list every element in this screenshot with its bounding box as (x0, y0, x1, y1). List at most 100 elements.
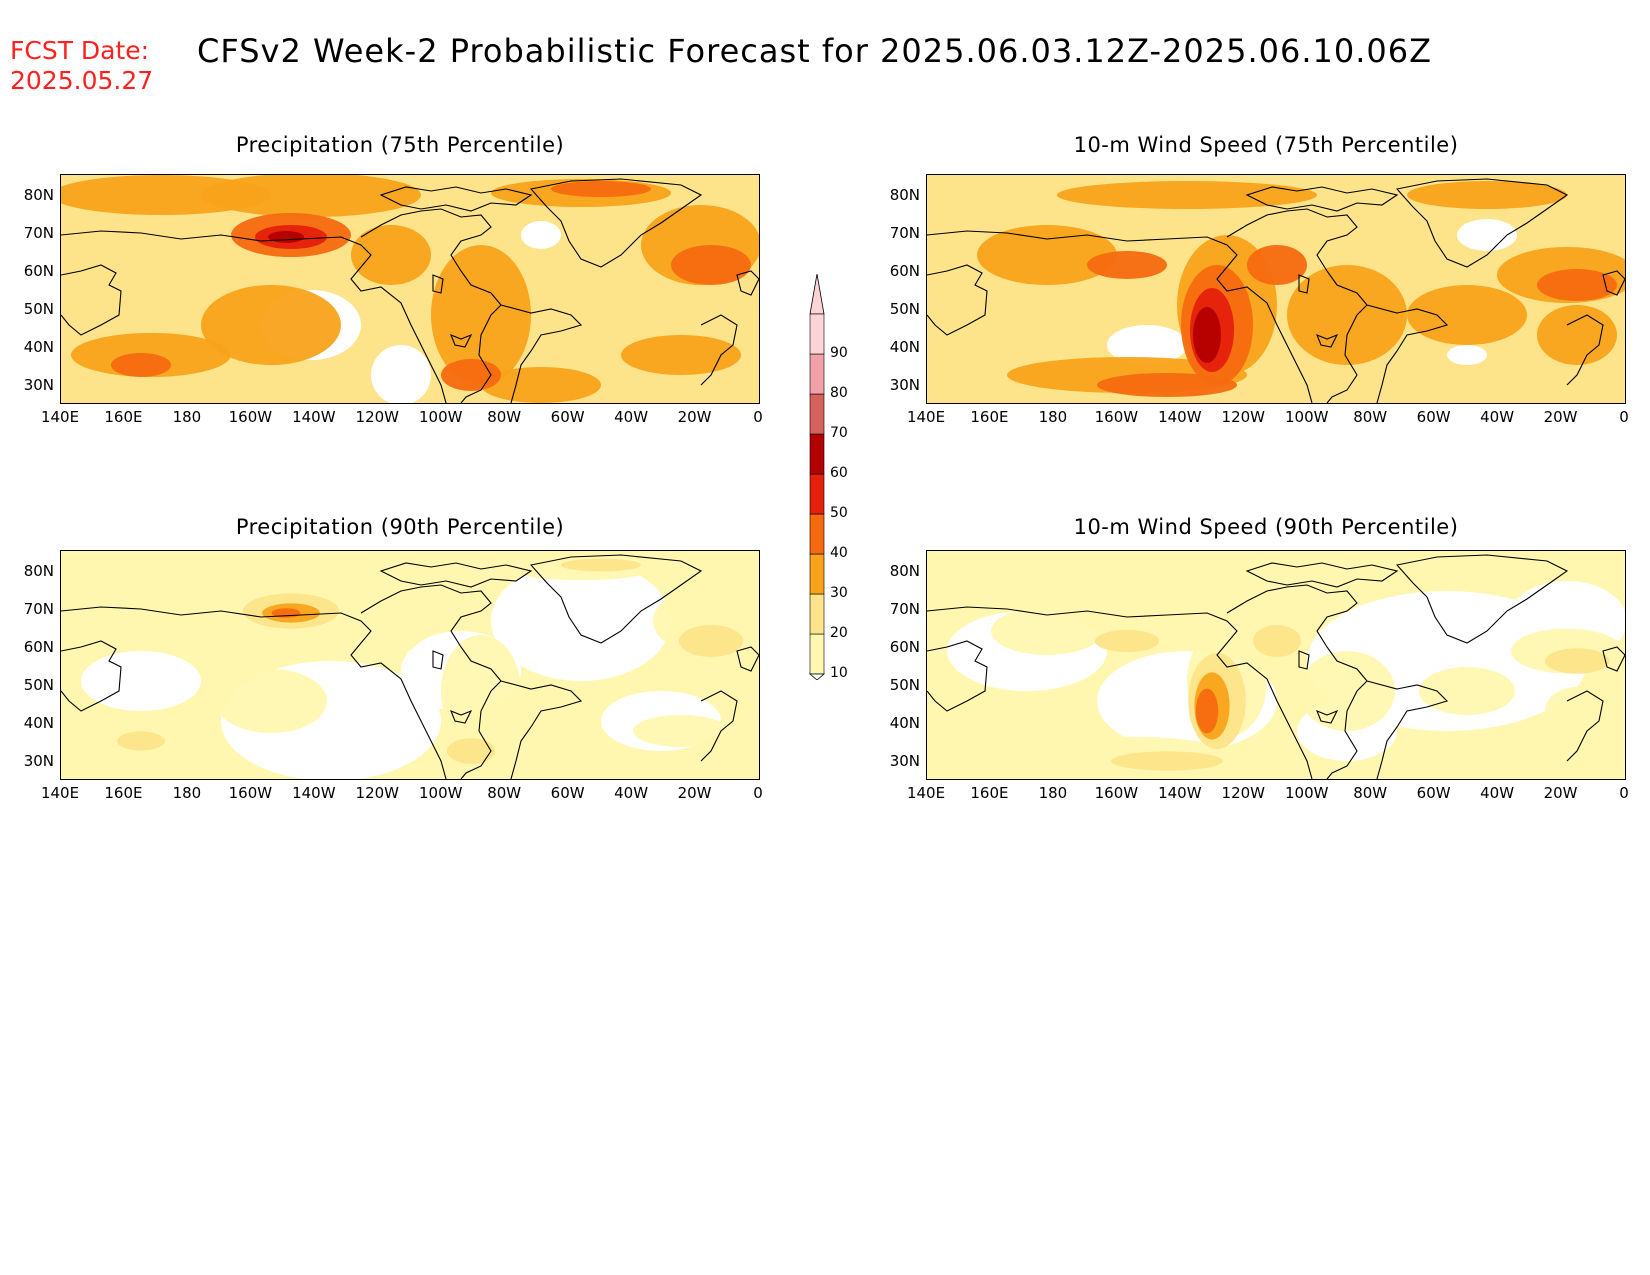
lon-label: 140W (292, 408, 336, 426)
probability-contour (1253, 625, 1301, 657)
coastline (61, 640, 122, 712)
lon-label: 0 (1619, 784, 1629, 802)
lat-label: 60N (889, 262, 920, 280)
probability-contour (1299, 651, 1395, 731)
probability-contour (1247, 245, 1307, 285)
probability-contour (1083, 559, 1291, 583)
lon-label: 60W (1416, 408, 1451, 426)
lat-label: 60N (889, 638, 920, 656)
panel-title-wind-90: 10-m Wind Speed (90th Percentile) (1073, 515, 1459, 539)
lat-label: 50N (23, 300, 54, 318)
coastline (460, 314, 492, 403)
probability-contour (1537, 269, 1617, 301)
coastline (1226, 208, 1368, 316)
coastline (1226, 584, 1368, 692)
coastline (1326, 314, 1358, 403)
coastline (927, 606, 1313, 779)
lat-label: 70N (889, 600, 920, 618)
lon-label: 60W (550, 784, 585, 802)
lon-label: 160W (1094, 784, 1139, 802)
lat-label: 40N (889, 338, 920, 356)
coastline (1298, 274, 1310, 294)
lat-label: 80N (889, 562, 920, 580)
probability-contour (1111, 751, 1223, 771)
lon-label: 40W (614, 784, 649, 802)
map-field-wind-75 (927, 175, 1625, 403)
coastline (927, 230, 1313, 403)
no-signal-area (1107, 325, 1187, 365)
colorbar-level-label: 20 (830, 625, 848, 641)
lat-label: 40N (23, 338, 54, 356)
coastline (1245, 186, 1399, 212)
colorbar-segment (809, 393, 825, 435)
probability-contour (73, 555, 249, 587)
coastline (500, 680, 583, 779)
lon-label: 160W (1094, 408, 1139, 426)
coastline (61, 606, 447, 779)
coastline (360, 208, 502, 316)
colorbar-segment (809, 513, 825, 555)
lat-label: 80N (23, 562, 54, 580)
page-title: CFSv2 Week-2 Probabilistic Forecast for … (197, 32, 1433, 70)
probability-contour (1419, 667, 1515, 715)
lon-label: 60W (550, 408, 585, 426)
lon-label: 140E (906, 784, 946, 802)
lon-label: 20W (677, 784, 712, 802)
coastline (500, 304, 583, 403)
probability-contour (1287, 265, 1407, 365)
coastline (450, 333, 473, 348)
coastline (1316, 709, 1339, 724)
lon-label: 160W (228, 784, 273, 802)
coastline (432, 650, 444, 670)
coastline (379, 186, 533, 212)
lat-label: 30N (23, 752, 54, 770)
probability-contour (1545, 687, 1609, 735)
probability-contour (215, 669, 327, 733)
colorbar-segment (809, 353, 825, 395)
lat-label: 30N (889, 376, 920, 394)
lon-label: 100W (1284, 784, 1329, 802)
coastline (736, 270, 759, 296)
coastline (61, 264, 122, 336)
probability-contour (1097, 373, 1237, 397)
coastline (1566, 690, 1604, 762)
lat-label: 70N (889, 224, 920, 242)
lon-label: 140E (40, 408, 80, 426)
no-signal-area (1457, 219, 1517, 251)
lon-label: 100W (418, 784, 463, 802)
colorbar-segment (809, 433, 825, 475)
colorbar-graphic (808, 273, 826, 681)
coastline (1316, 333, 1339, 348)
coastline (1366, 304, 1449, 403)
lon-label: 180 (172, 408, 202, 426)
lon-label: 160E (970, 408, 1009, 426)
colorbar-level-label: 10 (830, 665, 848, 681)
coastline (1326, 690, 1358, 779)
coastline (700, 690, 738, 762)
probability-contour (359, 607, 423, 655)
probability-contour (1057, 181, 1317, 209)
forecast-date-label: FCST Date: (10, 36, 150, 65)
coastline (61, 230, 447, 403)
coastline (379, 562, 533, 588)
colorbar-top-arrow (809, 273, 825, 315)
lon-label: 160E (104, 408, 143, 426)
map-wind-75 (926, 174, 1626, 404)
lon-label: 0 (753, 408, 763, 426)
colorbar-segment (809, 593, 825, 635)
lat-label: 70N (23, 224, 54, 242)
lat-label: 50N (889, 300, 920, 318)
lon-label: 160E (970, 784, 1009, 802)
coastline (736, 646, 759, 672)
no-signal-area (521, 221, 561, 249)
probability-contour (977, 225, 1117, 285)
lon-label: 140W (292, 784, 336, 802)
panel-title-wind-75: 10-m Wind Speed (75th Percentile) (1073, 133, 1459, 157)
probability-contour (447, 738, 495, 764)
map-wind-90 (926, 550, 1626, 780)
coastline (1395, 178, 1569, 268)
lon-label: 20W (1543, 408, 1578, 426)
lon-label: 20W (1543, 784, 1578, 802)
coastline (450, 709, 473, 724)
lat-label: 60N (23, 638, 54, 656)
